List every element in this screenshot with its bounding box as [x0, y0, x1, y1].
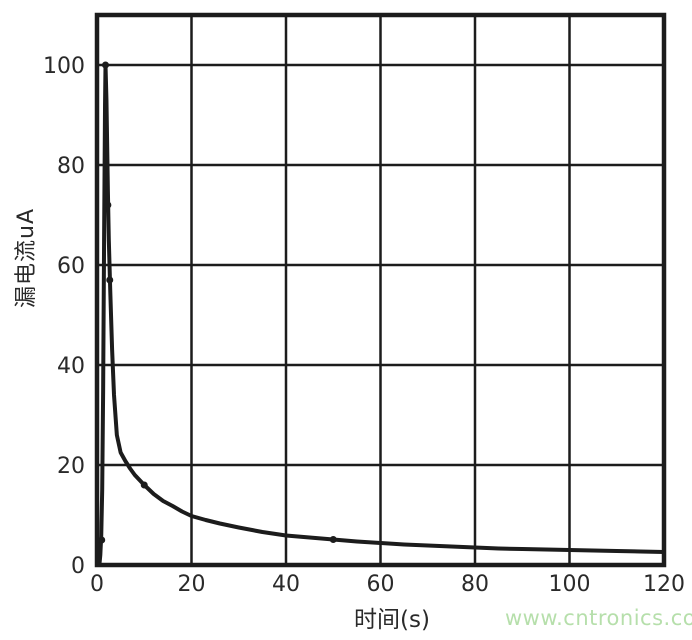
data-marker: [329, 536, 337, 543]
data-marker: [98, 536, 106, 544]
x-tick-label: 120: [643, 572, 685, 597]
y-axis-title: 漏电流uA: [14, 208, 39, 308]
x-axis-title: 时间(s): [354, 607, 430, 633]
y-tick-label: 100: [43, 54, 85, 79]
x-tick-label: 100: [549, 572, 591, 597]
y-tick-label: 40: [57, 354, 85, 379]
watermark-text: www.cntronics.com: [505, 606, 692, 630]
y-tick-label: 80: [57, 154, 85, 179]
x-tick-label: 0: [90, 572, 104, 597]
y-tick-label: 60: [57, 254, 85, 279]
data-marker: [102, 61, 110, 69]
x-tick-label: 20: [178, 572, 206, 597]
y-tick-label: 0: [71, 554, 85, 579]
data-marker: [106, 276, 114, 284]
data-marker: [140, 481, 148, 489]
x-tick-label: 80: [461, 572, 489, 597]
data-marker: [104, 201, 112, 209]
data-line: [97, 63, 666, 567]
x-tick-label: 60: [367, 572, 395, 597]
y-tick-label: 20: [57, 454, 85, 479]
plot-border: [94, 12, 667, 568]
x-tick-label: 40: [272, 572, 300, 597]
